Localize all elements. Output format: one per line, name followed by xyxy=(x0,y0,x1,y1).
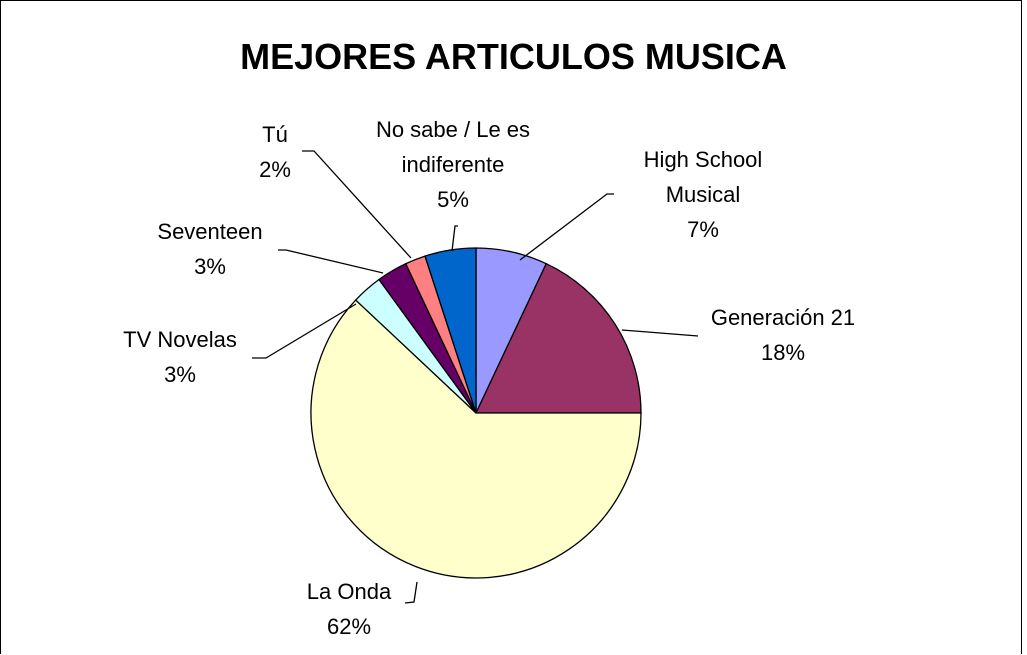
leader-line xyxy=(621,329,699,337)
slice-label: No sabe / Le es indiferente 5% xyxy=(358,112,548,217)
chart-title: MEJORES ARTICULOS MUSICA xyxy=(240,36,787,77)
category-label: Tú xyxy=(262,122,288,147)
pie-slice xyxy=(474,262,642,414)
category-label: No sabe / Le es indiferente xyxy=(375,117,531,177)
slice-label: High School Musical 7% xyxy=(618,142,788,247)
leader-line xyxy=(451,225,458,252)
value-label: 3% xyxy=(194,254,226,279)
category-label: Generación 21 xyxy=(710,305,856,330)
category-label: High School Musical xyxy=(643,147,763,207)
value-label: 5% xyxy=(437,187,469,212)
value-label: 3% xyxy=(164,362,196,387)
leader-line xyxy=(404,581,418,604)
leader-line xyxy=(519,193,614,261)
category-label: TV Novelas xyxy=(123,327,237,352)
pie-slice xyxy=(424,247,477,414)
leader-line xyxy=(302,150,412,259)
value-label: 18% xyxy=(760,340,806,365)
value-label: 7% xyxy=(687,217,719,242)
leader-line xyxy=(278,249,384,274)
pie-slice xyxy=(310,299,642,579)
category-label: La Onda xyxy=(306,579,392,604)
slice-label: Seventeen 3% xyxy=(130,214,290,284)
slice-label: TV Novelas 3% xyxy=(100,322,260,392)
slice-label: La Onda 62% xyxy=(279,574,419,644)
slice-label: Generación 21 18% xyxy=(673,300,893,370)
slice-label: Tú 2% xyxy=(240,117,310,187)
value-label: 62% xyxy=(326,614,372,639)
category-label: Seventeen xyxy=(157,219,263,244)
leader-line xyxy=(252,303,357,359)
value-label: 2% xyxy=(259,157,291,182)
